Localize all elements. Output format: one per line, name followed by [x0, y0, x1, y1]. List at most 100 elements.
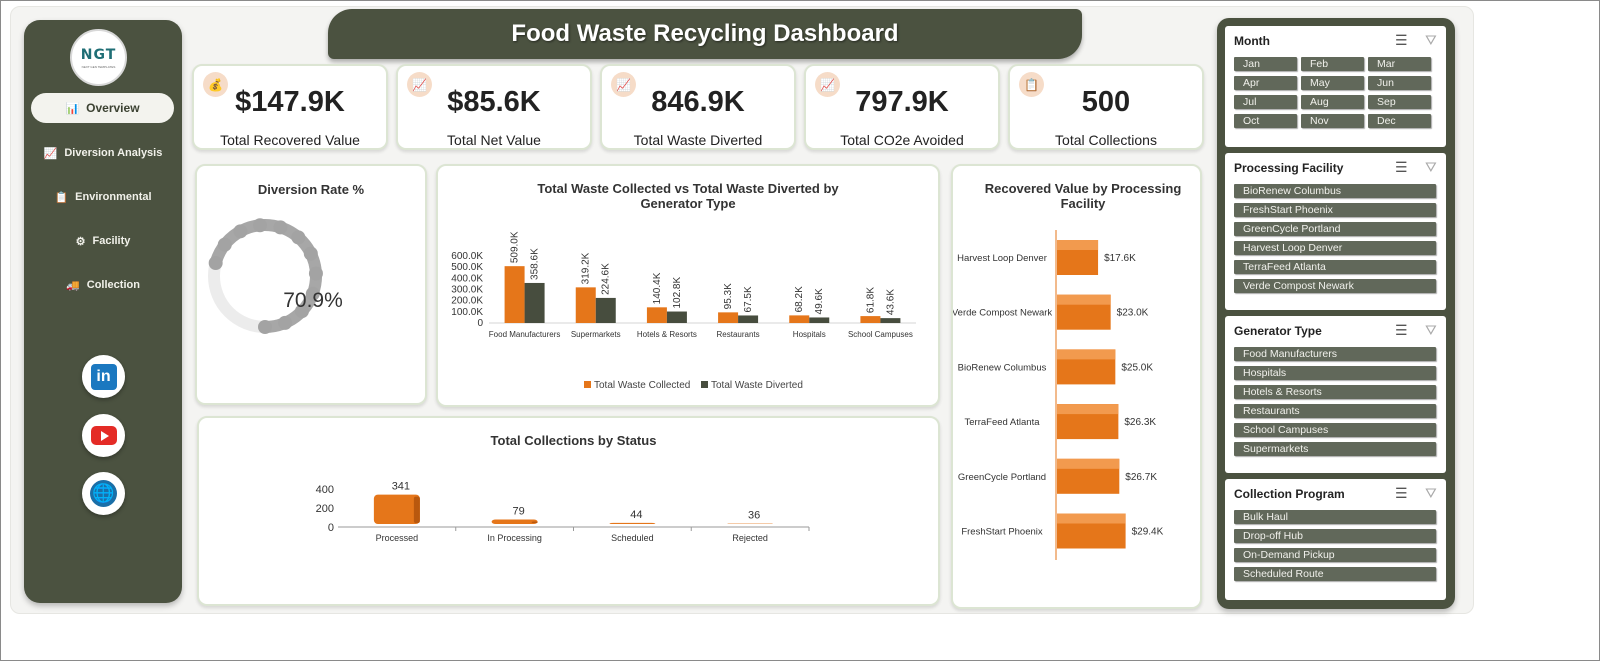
page-title: Food Waste Recycling Dashboard [511, 20, 899, 47]
data-label: 140.4K [652, 272, 663, 304]
slicer-item[interactable]: BioRenew Columbus [1234, 184, 1436, 198]
bar-collected [504, 266, 525, 323]
nav-collection[interactable]: 🚚 Collection [24, 270, 182, 300]
youtube-button[interactable] [82, 414, 125, 457]
slicer-generator-type: Generator Type ☰ ⛛ Food Manufacturers Hos… [1225, 316, 1446, 473]
kpi-label: Total CO2e Avoided [840, 132, 964, 148]
recovered-value-title: Recovered Value by Processing Facility [984, 181, 1182, 211]
diversion-rate-title: Diversion Rate % [257, 182, 365, 197]
recovered-value-panel: Recovered Value by Processing Facility $… [951, 164, 1202, 609]
clear-filter-icon[interactable]: ⛛ [1425, 159, 1437, 175]
data-label: 319.2K [581, 252, 592, 284]
filter-panel: Month ☰ ⛛ Jan Feb Mar Apr May Jun Jul Aug Sep Oct… [1217, 18, 1455, 609]
slicer-item[interactable]: On-Demand Pickup [1234, 548, 1436, 562]
slicer-item[interactable]: May [1301, 76, 1364, 90]
status-bar [609, 522, 656, 524]
data-label: $17.6K [1104, 253, 1136, 264]
slicer-item[interactable]: Scheduled Route [1234, 567, 1436, 581]
slicer-item[interactable]: Drop-off Hub [1234, 529, 1436, 543]
donut-dot [233, 224, 248, 239]
slicer-item[interactable]: Jun [1368, 76, 1431, 90]
kpi-card-co2e-avoided: 📈 797.9K Total CO2e Avoided [804, 64, 1000, 150]
slicer-item[interactable]: Food Manufacturers [1234, 347, 1436, 361]
y-tick-label: 200.0K [451, 296, 483, 307]
kpi-value: 846.9K [651, 86, 745, 118]
multi-select-icon[interactable]: ☰ [1395, 485, 1408, 501]
slicer-item[interactable]: TerraFeed Atlanta [1234, 260, 1436, 274]
legend-label: Total Waste Diverted [711, 380, 803, 391]
slicer-item[interactable]: Feb [1301, 57, 1364, 71]
slicer-item[interactable]: Harvest Loop Denver [1234, 241, 1436, 255]
y-tick-label: 200 [316, 503, 334, 515]
nav-facility[interactable]: ⚙ Facility [24, 226, 182, 256]
slicer-item[interactable]: School Campuses [1234, 423, 1436, 437]
data-label: 36 [748, 510, 760, 522]
y-tick-label: 400.0K [451, 273, 483, 284]
slicer-item[interactable]: Hospitals [1234, 366, 1436, 380]
kpi-card-recovered-value: 💰 $147.9K Total Recovered Value [192, 64, 388, 150]
waste-by-generator-panel: Total Waste Collected vs Total Waste Div… [436, 164, 940, 407]
slicer-item[interactable]: Bulk Haul [1234, 510, 1436, 524]
title-banner: Food Waste Recycling Dashboard [328, 9, 1082, 59]
nav-overview[interactable]: 📊 Overview [31, 93, 174, 123]
logo-subtext: NEXT GEN TEMPLATES [81, 64, 116, 69]
slicer-item[interactable]: Jul [1234, 95, 1297, 109]
slicer-processing-facility: Processing Facility ☰ ⛛ BioRenew Columbu… [1225, 153, 1446, 310]
y-tick-label: Verde Compost Newark [953, 308, 1052, 319]
slicer-item[interactable]: FreshStart Phoenix [1234, 203, 1436, 217]
y-tick-label: FreshStart Phoenix [961, 527, 1043, 538]
data-label: 95.3K [723, 283, 734, 309]
x-tick-label: School Campuses [848, 330, 913, 339]
clear-filter-icon[interactable]: ⛛ [1425, 485, 1437, 501]
slicer-item[interactable]: Restaurants [1234, 404, 1436, 418]
slicer-item[interactable]: Nov [1301, 114, 1364, 128]
facility-bar-highlight [1057, 513, 1126, 524]
trend-chart-icon: 📈 [815, 72, 840, 97]
donut-dot [308, 266, 323, 281]
status-bar [373, 494, 420, 524]
slicer-item[interactable]: Mar [1368, 57, 1431, 71]
donut-dot [252, 218, 267, 233]
nav-environmental[interactable]: 📋 Environmental [24, 182, 182, 212]
linkedin-button[interactable]: in [82, 355, 125, 398]
y-tick-label: TerraFeed Atlanta [965, 417, 1041, 428]
y-tick-label: 300.0K [451, 285, 483, 296]
bar-collected [860, 316, 881, 323]
slicer-item[interactable]: Dec [1368, 114, 1431, 128]
logo-text: NGT [80, 46, 117, 63]
y-tick-label: 0 [477, 318, 483, 329]
slicer-item[interactable]: Sep [1368, 95, 1431, 109]
slicer-item[interactable]: Oct [1234, 114, 1297, 128]
clear-filter-icon[interactable]: ⛛ [1425, 32, 1437, 48]
data-label: $23.0K [1117, 308, 1149, 319]
trend-chart-icon: 📈 [611, 72, 636, 97]
donut-dot [273, 220, 288, 235]
data-label: 68.2K [794, 286, 805, 312]
y-tick-label: GreenCycle Portland [958, 472, 1046, 483]
multi-select-icon[interactable]: ☰ [1395, 159, 1408, 175]
x-tick-label: In Processing [487, 533, 542, 543]
nav-label: Facility [92, 235, 131, 247]
slicer-item[interactable]: Verde Compost Newark [1234, 279, 1436, 293]
data-label: 67.5K [743, 286, 754, 312]
nav-diversion-analysis[interactable]: 📈 Diversion Analysis [24, 138, 182, 168]
data-label: 341 [392, 481, 410, 493]
status-bar [491, 519, 538, 524]
slicer-item[interactable]: Hotels & Resorts [1234, 385, 1436, 399]
slicer-item[interactable]: Jan [1234, 57, 1297, 71]
nav-label: Collection [86, 279, 140, 291]
data-label: 79 [513, 505, 525, 517]
slicer-item[interactable]: Supermarkets [1234, 442, 1436, 456]
bar-chart-icon: 📊 [65, 102, 80, 115]
multi-select-icon[interactable]: ☰ [1395, 322, 1408, 338]
legend-swatch [701, 381, 708, 388]
kpi-value: 500 [1081, 86, 1131, 118]
slicer-item[interactable]: Aug [1301, 95, 1364, 109]
donut-dot [217, 237, 232, 252]
nav-label: Diversion Analysis [64, 147, 163, 159]
slicer-item[interactable]: Apr [1234, 76, 1297, 90]
website-button[interactable]: 🌐 [82, 472, 125, 515]
clear-filter-icon[interactable]: ⛛ [1425, 322, 1437, 338]
multi-select-icon[interactable]: ☰ [1395, 32, 1408, 48]
slicer-item[interactable]: GreenCycle Portland [1234, 222, 1436, 236]
